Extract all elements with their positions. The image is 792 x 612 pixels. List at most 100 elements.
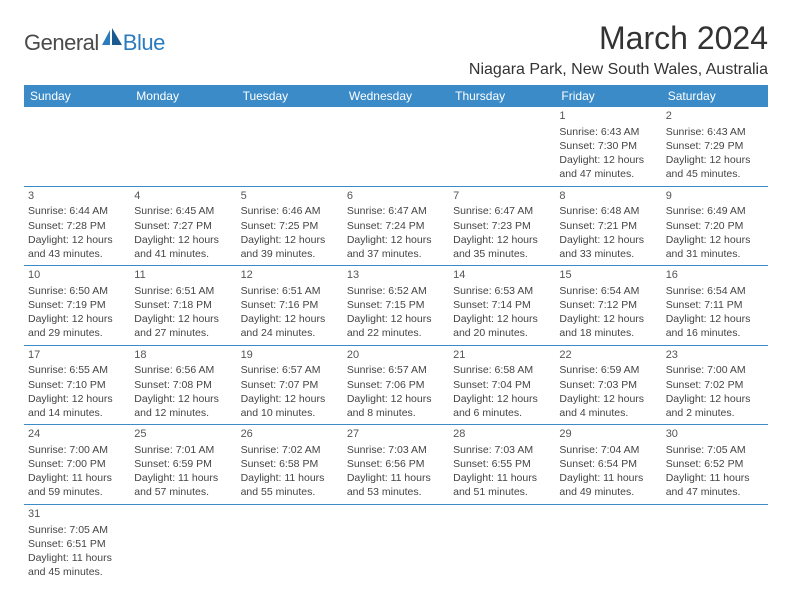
weekday-header: Thursday	[449, 85, 555, 107]
day-detail: Sunrise: 6:55 AM	[28, 363, 126, 377]
day-number: 23	[666, 348, 764, 363]
weekday-header: Saturday	[662, 85, 768, 107]
day-detail: Sunset: 7:12 PM	[559, 298, 657, 312]
day-detail: and 41 minutes.	[134, 247, 232, 261]
day-number: 16	[666, 268, 764, 283]
day-detail: Daylight: 12 hours	[559, 233, 657, 247]
day-number: 31	[28, 507, 126, 522]
day-detail: Sunrise: 6:43 AM	[559, 125, 657, 139]
day-detail: Sunrise: 7:03 AM	[347, 443, 445, 457]
calendar: SundayMondayTuesdayWednesdayThursdayFrid…	[24, 85, 768, 583]
day-detail: and 10 minutes.	[241, 406, 339, 420]
week-row: 3Sunrise: 6:44 AMSunset: 7:28 PMDaylight…	[24, 187, 768, 267]
day-detail: Sunrise: 7:05 AM	[28, 523, 126, 537]
day-detail: Sunrise: 6:50 AM	[28, 284, 126, 298]
day-detail: Sunset: 7:19 PM	[28, 298, 126, 312]
day-cell-empty	[130, 107, 236, 186]
day-detail: Sunrise: 7:04 AM	[559, 443, 657, 457]
week-row: 24Sunrise: 7:00 AMSunset: 7:00 PMDayligh…	[24, 425, 768, 505]
day-detail: Sunset: 6:52 PM	[666, 457, 764, 471]
day-cell-empty	[343, 107, 449, 186]
day-detail: Sunset: 7:23 PM	[453, 219, 551, 233]
day-number: 26	[241, 427, 339, 442]
day-cell: 22Sunrise: 6:59 AMSunset: 7:03 PMDayligh…	[555, 346, 661, 425]
day-detail: and 49 minutes.	[559, 485, 657, 499]
day-detail: Sunrise: 6:44 AM	[28, 204, 126, 218]
day-detail: and 45 minutes.	[666, 167, 764, 181]
day-detail: Sunset: 7:29 PM	[666, 139, 764, 153]
day-detail: Daylight: 12 hours	[559, 153, 657, 167]
day-cell: 16Sunrise: 6:54 AMSunset: 7:11 PMDayligh…	[662, 266, 768, 345]
day-detail: Daylight: 11 hours	[559, 471, 657, 485]
day-detail: Sunrise: 6:47 AM	[453, 204, 551, 218]
logo-text-blue: Blue	[123, 30, 165, 56]
day-detail: Daylight: 12 hours	[347, 233, 445, 247]
day-number: 21	[453, 348, 551, 363]
day-detail: and 57 minutes.	[134, 485, 232, 499]
day-detail: and 6 minutes.	[453, 406, 551, 420]
day-detail: Daylight: 12 hours	[453, 392, 551, 406]
day-detail: Sunrise: 7:00 AM	[666, 363, 764, 377]
day-detail: Daylight: 12 hours	[559, 312, 657, 326]
day-detail: Sunset: 7:10 PM	[28, 378, 126, 392]
day-cell-empty	[555, 505, 661, 584]
day-detail: Sunset: 7:18 PM	[134, 298, 232, 312]
day-number: 10	[28, 268, 126, 283]
day-cell-empty	[449, 107, 555, 186]
day-cell: 21Sunrise: 6:58 AMSunset: 7:04 PMDayligh…	[449, 346, 555, 425]
day-number: 18	[134, 348, 232, 363]
day-cell: 11Sunrise: 6:51 AMSunset: 7:18 PMDayligh…	[130, 266, 236, 345]
day-number: 24	[28, 427, 126, 442]
day-number: 12	[241, 268, 339, 283]
day-detail: Sunset: 7:28 PM	[28, 219, 126, 233]
day-detail: Daylight: 12 hours	[134, 392, 232, 406]
weeks-container: 1Sunrise: 6:43 AMSunset: 7:30 PMDaylight…	[24, 107, 768, 583]
day-cell-empty	[237, 505, 343, 584]
day-detail: Sunrise: 6:53 AM	[453, 284, 551, 298]
day-number: 1	[559, 109, 657, 124]
day-detail: Sunrise: 6:47 AM	[347, 204, 445, 218]
day-cell: 1Sunrise: 6:43 AMSunset: 7:30 PMDaylight…	[555, 107, 661, 186]
weekday-header: Sunday	[24, 85, 130, 107]
day-cell-empty	[237, 107, 343, 186]
day-detail: Daylight: 11 hours	[28, 471, 126, 485]
day-cell: 24Sunrise: 7:00 AMSunset: 7:00 PMDayligh…	[24, 425, 130, 504]
day-cell: 4Sunrise: 6:45 AMSunset: 7:27 PMDaylight…	[130, 187, 236, 266]
day-cell: 25Sunrise: 7:01 AMSunset: 6:59 PMDayligh…	[130, 425, 236, 504]
day-detail: Sunrise: 6:52 AM	[347, 284, 445, 298]
day-detail: and 4 minutes.	[559, 406, 657, 420]
day-detail: Daylight: 12 hours	[666, 392, 764, 406]
day-cell: 28Sunrise: 7:03 AMSunset: 6:55 PMDayligh…	[449, 425, 555, 504]
day-number: 11	[134, 268, 232, 283]
day-detail: Sunset: 7:15 PM	[347, 298, 445, 312]
day-detail: Sunrise: 7:00 AM	[28, 443, 126, 457]
day-detail: Sunset: 7:25 PM	[241, 219, 339, 233]
day-detail: Sunrise: 7:01 AM	[134, 443, 232, 457]
month-title: March 2024	[469, 20, 768, 57]
day-detail: and 59 minutes.	[28, 485, 126, 499]
weekday-header-row: SundayMondayTuesdayWednesdayThursdayFrid…	[24, 85, 768, 107]
day-number: 5	[241, 189, 339, 204]
day-detail: and 20 minutes.	[453, 326, 551, 340]
day-cell: 19Sunrise: 6:57 AMSunset: 7:07 PMDayligh…	[237, 346, 343, 425]
day-cell: 13Sunrise: 6:52 AMSunset: 7:15 PMDayligh…	[343, 266, 449, 345]
day-detail: Daylight: 11 hours	[134, 471, 232, 485]
day-detail: and 53 minutes.	[347, 485, 445, 499]
day-detail: and 47 minutes.	[559, 167, 657, 181]
title-block: March 2024 Niagara Park, New South Wales…	[469, 20, 768, 79]
day-cell: 3Sunrise: 6:44 AMSunset: 7:28 PMDaylight…	[24, 187, 130, 266]
day-cell-empty	[662, 505, 768, 584]
day-number: 8	[559, 189, 657, 204]
day-number: 20	[347, 348, 445, 363]
day-cell-empty	[449, 505, 555, 584]
day-detail: Sunset: 6:56 PM	[347, 457, 445, 471]
day-detail: Daylight: 12 hours	[241, 312, 339, 326]
day-number: 28	[453, 427, 551, 442]
day-detail: and 16 minutes.	[666, 326, 764, 340]
day-cell: 31Sunrise: 7:05 AMSunset: 6:51 PMDayligh…	[24, 505, 130, 584]
day-cell: 6Sunrise: 6:47 AMSunset: 7:24 PMDaylight…	[343, 187, 449, 266]
day-cell-empty	[130, 505, 236, 584]
day-detail: Daylight: 12 hours	[241, 392, 339, 406]
day-detail: Sunrise: 6:51 AM	[134, 284, 232, 298]
day-detail: and 47 minutes.	[666, 485, 764, 499]
